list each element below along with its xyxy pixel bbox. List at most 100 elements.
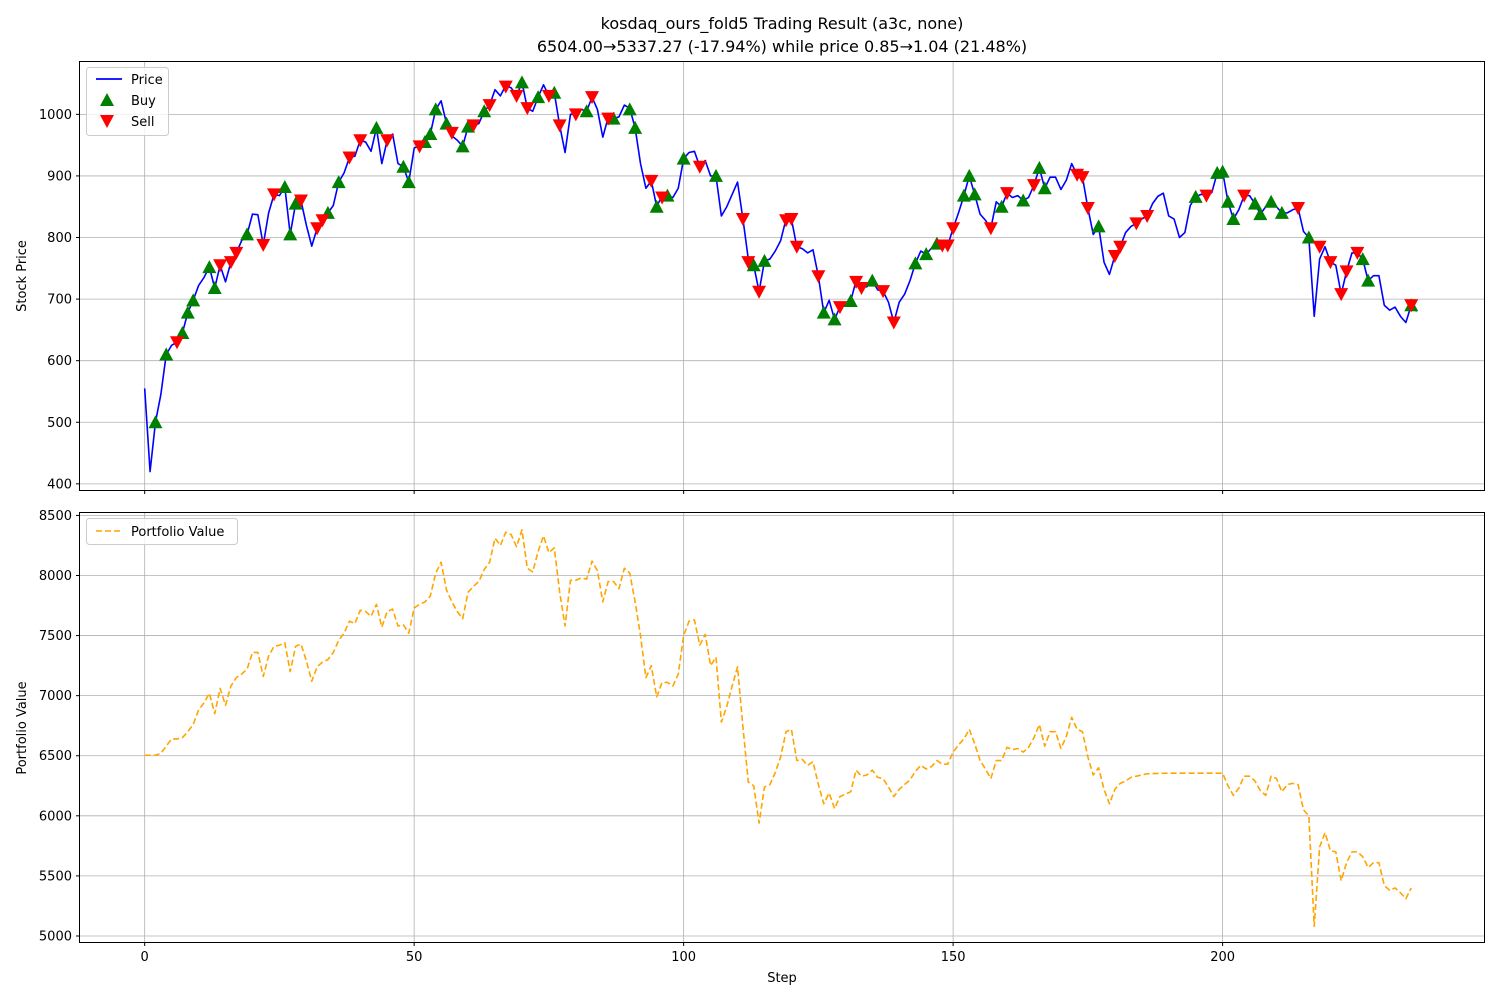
buy-marker [277,180,292,194]
buy-marker [919,247,934,261]
x-tick-label: 50 [406,950,423,965]
y-tick-label: 900 [47,169,72,184]
price-ylabel: Stock Price [15,240,30,312]
portfolio-legend-box [86,518,238,545]
sell-marker [655,191,670,205]
sell-marker [1075,171,1090,185]
buy-marker [531,90,546,104]
sell-marker [832,301,847,315]
buy-marker [1301,230,1316,244]
sell-marker [644,174,659,188]
sell-marker [1000,187,1015,201]
sell-marker [1237,189,1252,203]
sell-marker [552,119,567,133]
buy-marker [401,175,416,189]
buy-marker [967,187,982,201]
sell-marker [412,140,427,154]
buy-marker [1016,193,1031,207]
sell-marker [585,91,600,105]
buy-marker [843,293,858,307]
price-panel: 400 500 600 700 800 900 1000 Stock Price Price… [15,61,1485,494]
sell-marker [520,102,535,116]
sell-marker [1312,240,1327,254]
sell-marker [601,112,616,126]
buy-marker [180,305,195,319]
sell-marker [342,151,357,165]
buy-marker [1220,194,1235,208]
sell-marker [1129,217,1144,231]
sell-marker [223,256,238,270]
portfolio-line [144,529,1412,928]
buy-marker [1274,205,1289,219]
buy-marker [240,227,255,241]
sell-marker [353,134,368,148]
portfolio-legend: Portfolio Value [86,518,238,545]
buy-marker [816,305,831,319]
sell-marker [1026,179,1041,193]
sell-marker [854,282,869,296]
sell-marker [1334,288,1349,302]
sell-marker [811,270,826,284]
y-tick-label: 7000 [39,689,72,704]
sell-marker [940,239,955,253]
sell-marker [293,194,308,208]
sell-marker [983,222,998,236]
sell-marker [789,240,804,254]
buy-marker [1361,273,1376,287]
buy-marker [1188,189,1203,203]
portfolio-series [144,529,1412,928]
chart-title-line2: 6504.00→5337.27 (-17.94%) while price 0.… [537,37,1027,56]
buy-marker [455,139,470,153]
buy-marker [994,199,1009,213]
sell-marker [1323,256,1338,270]
buy-marker [396,159,411,173]
y-tick-label: 6000 [39,809,72,824]
y-tick-label: 7500 [39,629,72,644]
sell-marker [380,134,395,148]
buy-marker [207,281,222,295]
buy-marker [628,120,643,134]
sell-marker [444,126,459,140]
buy-marker [676,151,691,165]
buy-marker [1032,160,1047,174]
step-xlabel: Step [767,971,797,986]
sell-marker [541,89,556,103]
buy-marker [461,119,476,133]
portfolio-axes-frame [79,512,1485,943]
sell-marker [315,214,330,228]
sell-marker [692,160,707,174]
buy-marker [746,258,761,272]
sell-marker [741,256,756,270]
legend-portfolio-label: Portfolio Value [131,525,224,540]
buy-marker [423,127,438,141]
legend-buy-label: Buy [131,94,156,109]
y-tick-label: 700 [47,293,72,308]
sell-marker [1291,201,1306,215]
buy-marker [369,120,384,134]
sell-marker [1107,249,1122,263]
buy-marker [477,104,492,118]
buy-marker [708,168,723,182]
x-tick-label: 100 [671,950,696,965]
y-tick-label: 600 [47,354,72,369]
buy-marker [1215,164,1230,178]
buy-marker [283,227,298,241]
x-tick-label: 200 [1210,950,1235,965]
portfolio-ticks: 0 50 100 150 200 5000 5500 6000 6500 7000 7500 8000… [39,509,1235,965]
buy-marker [827,312,842,326]
sell-marker [498,80,513,94]
price-axes-frame [79,61,1485,491]
buy-marker [148,415,163,429]
sell-marker [170,336,185,350]
legend-price-label: Price [131,73,163,88]
buy-marker [865,273,880,287]
buy-marker [757,253,772,267]
price-line [143,81,1418,473]
sell-marker [784,213,799,227]
x-tick-label: 0 [141,950,149,965]
buy-marker [1247,196,1262,210]
sell-marker [886,316,901,330]
buy-marker [1037,181,1052,195]
sell-marker [946,222,961,236]
